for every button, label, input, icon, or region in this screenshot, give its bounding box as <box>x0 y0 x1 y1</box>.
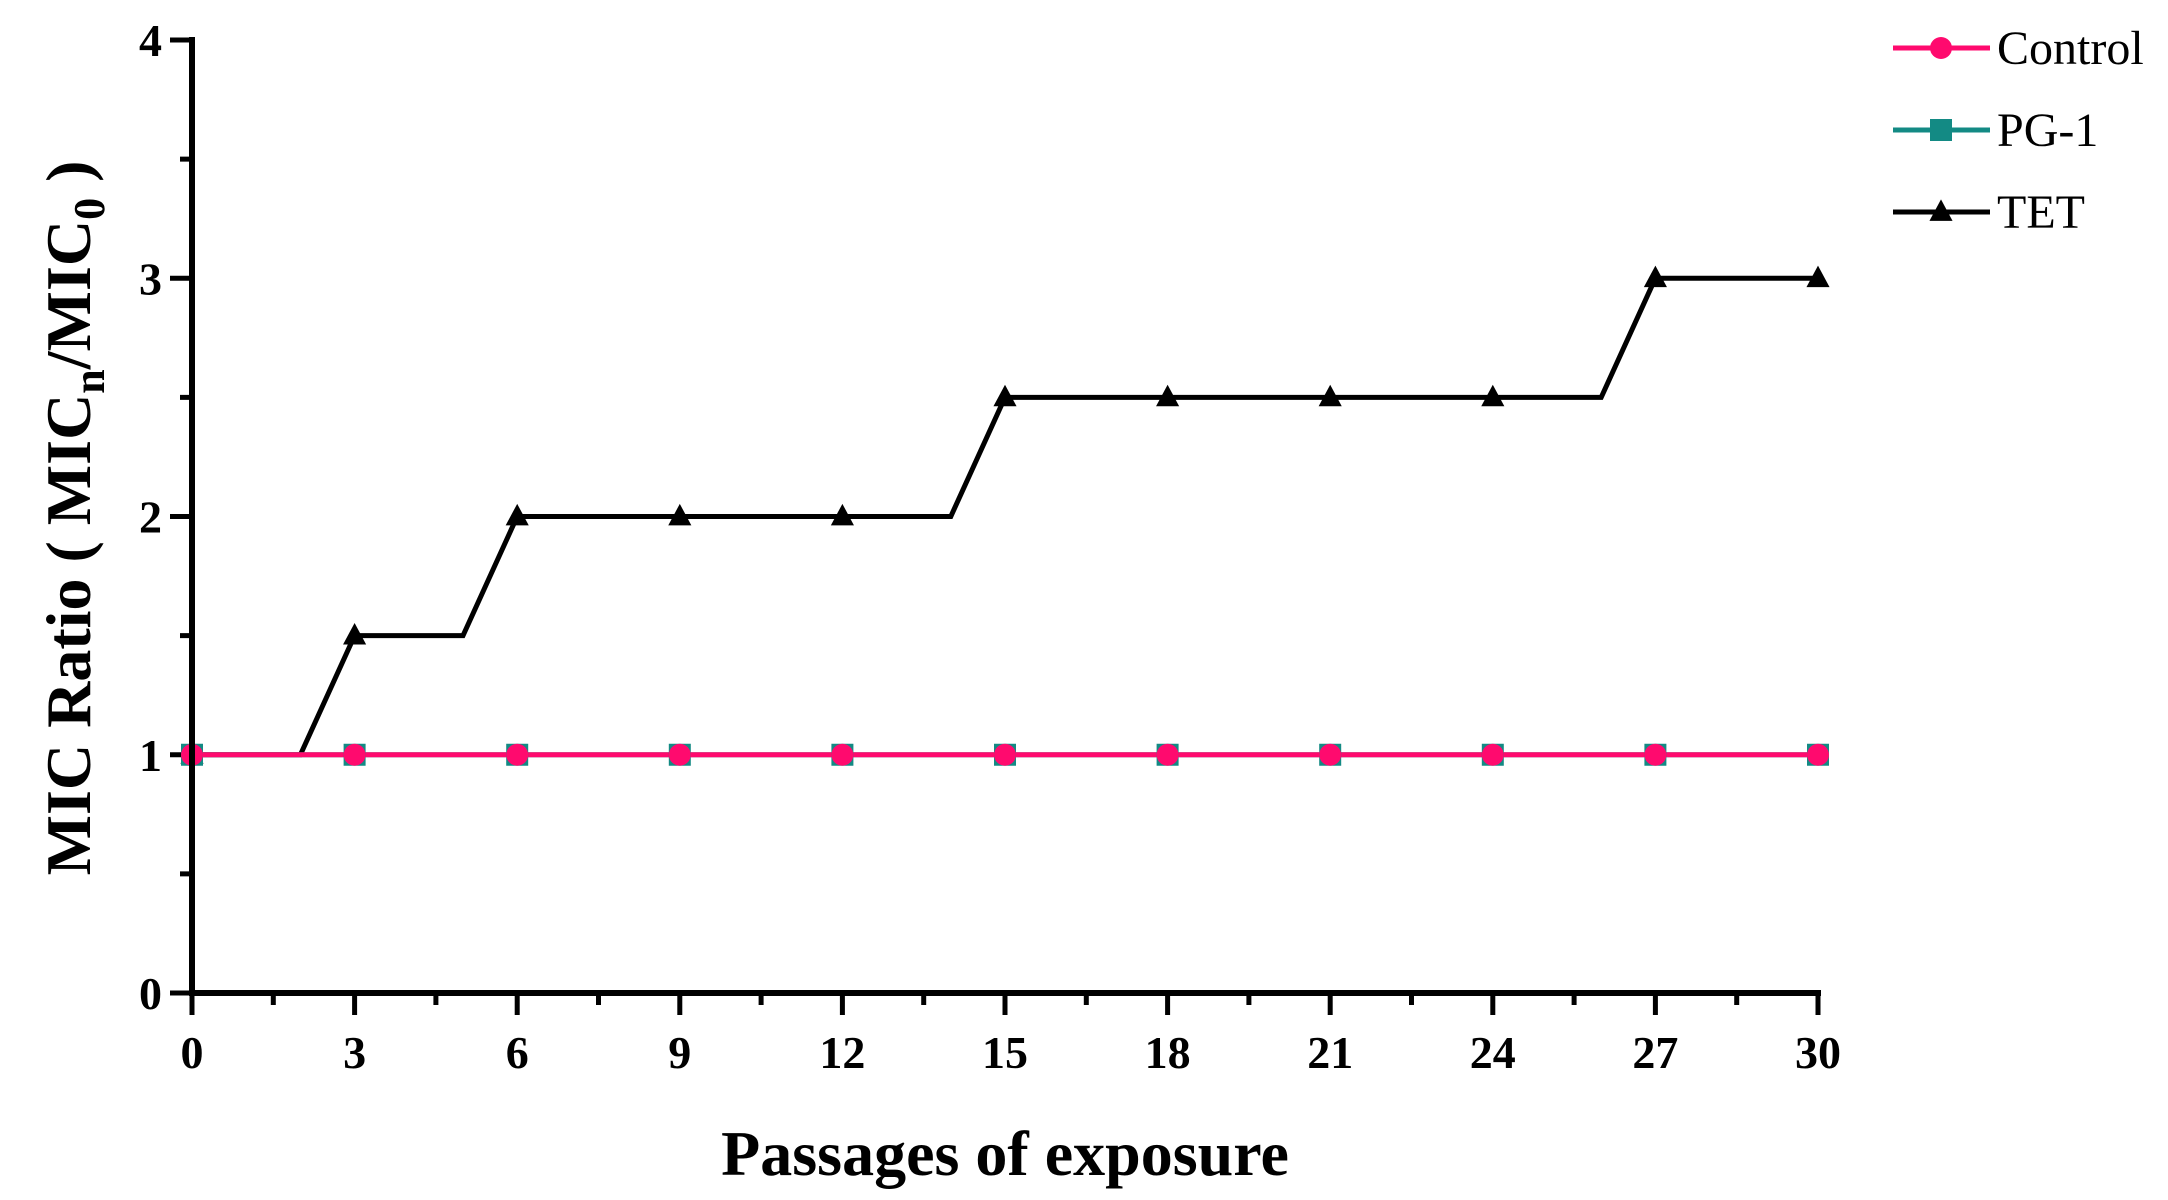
axes <box>189 37 1821 996</box>
x-tick-label: 24 <box>1470 1027 1516 1078</box>
data-point-control <box>1156 743 1179 766</box>
y-axis-title-sub-0: 0 <box>65 198 114 220</box>
data-point-tet <box>668 503 692 526</box>
x-tick-label: 9 <box>668 1027 691 1078</box>
legend: Control PG-1 TET <box>1893 22 2144 239</box>
x-tick-label: 27 <box>1632 1027 1678 1078</box>
data-point-tet <box>993 384 1017 407</box>
y-axis-title-prefix: MIC Ratio ( MIC <box>33 394 104 876</box>
x-tick-label: 3 <box>343 1027 366 1078</box>
data-point-control <box>994 743 1016 766</box>
x-tick-label: 30 <box>1795 1027 1841 1078</box>
data-point-tet <box>505 503 529 526</box>
y-axis-title: MIC Ratio ( MICn/MIC0 ) <box>33 161 114 876</box>
series-markers <box>180 265 1830 766</box>
legend-marker-tet <box>1929 199 1953 221</box>
series-lines <box>192 275 1818 758</box>
data-point-control <box>1481 743 1504 766</box>
y-tick-label: 0 <box>139 968 162 1019</box>
x-axis-title: Passages of exposure <box>721 1118 1289 1189</box>
data-point-tet <box>1156 384 1180 407</box>
legend-item-tet: TET <box>1893 186 2085 239</box>
y-tick-label: 4 <box>139 15 162 66</box>
data-point-control <box>1644 743 1667 766</box>
y-tick-label: 3 <box>139 253 162 304</box>
legend-marker-pg-1 <box>1930 119 1952 141</box>
data-point-tet <box>1481 384 1505 407</box>
data-point-control <box>668 743 691 766</box>
data-point-control <box>1807 743 1829 766</box>
x-tick-label: 15 <box>982 1027 1028 1078</box>
data-point-control <box>831 743 854 766</box>
data-point-control <box>1319 743 1342 766</box>
y-axis-title-mid: /MIC <box>33 220 104 370</box>
data-point-control <box>506 743 529 766</box>
legend-label-tet: TET <box>1997 186 2085 239</box>
x-tick-label: 6 <box>506 1027 529 1078</box>
series-line-tet <box>192 275 1818 758</box>
y-tick-label: 2 <box>139 492 162 543</box>
x-tick-label: 12 <box>819 1027 865 1078</box>
legend-label-pg-1: PG-1 <box>1997 104 2098 157</box>
data-point-tet <box>830 503 854 526</box>
legend-item-control: Control <box>1893 22 2144 75</box>
legend-item-pg-1: PG-1 <box>1893 104 2098 157</box>
data-point-tet <box>1318 384 1342 407</box>
data-point-tet <box>1806 265 1830 288</box>
legend-marker-control <box>1930 37 1952 59</box>
x-tick-label: 18 <box>1145 1027 1191 1078</box>
legend-label-control: Control <box>1997 22 2144 75</box>
data-point-tet <box>1643 265 1667 288</box>
tick-layer <box>170 37 1821 1015</box>
y-axis-title-suffix: ) <box>33 161 104 198</box>
data-point-tet <box>343 622 367 645</box>
x-tick-label: 0 <box>181 1027 204 1078</box>
data-point-control <box>343 743 366 766</box>
x-tick-label: 21 <box>1307 1027 1353 1078</box>
y-axis-title-sub-n: n <box>65 369 114 393</box>
y-tick-label: 1 <box>139 730 162 781</box>
